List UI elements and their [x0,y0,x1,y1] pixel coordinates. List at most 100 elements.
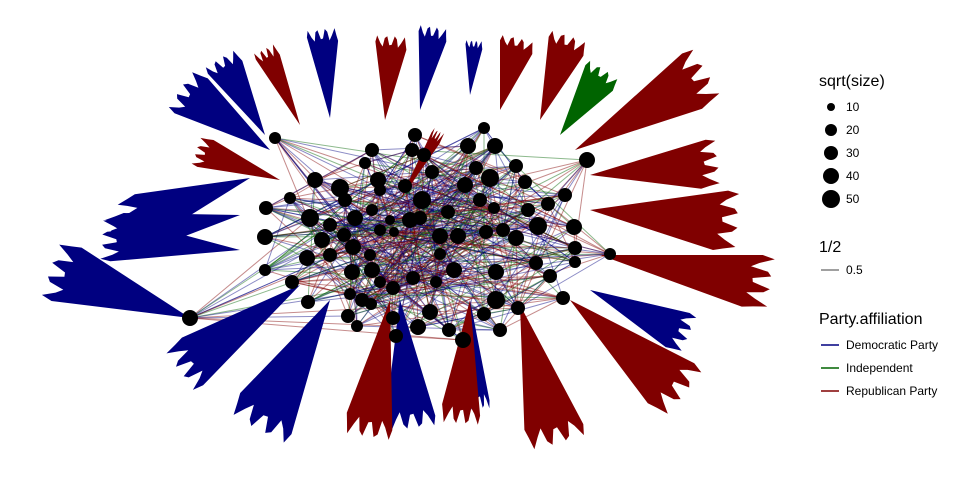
network-node-47 [417,148,431,162]
edge-11 [264,269,414,279]
edge-174 [377,179,450,331]
edge-521 [483,127,526,183]
edge-162 [344,199,358,327]
party-legend-title: Party.affiliation [819,311,922,328]
edge-168 [371,149,441,255]
network-node-63 [479,225,493,239]
network-node-59 [460,138,476,154]
edge-392 [457,235,537,264]
edge-254 [393,209,529,233]
edge-215 [371,219,391,271]
network-node-41 [405,143,419,157]
edge-92 [329,145,496,256]
edge-441 [485,165,517,233]
edge-572 [321,194,566,241]
edge-470 [289,197,495,209]
edge-72 [306,253,611,259]
edge-576 [431,171,575,228]
edge-472 [291,271,497,283]
edge-229 [370,167,477,305]
edge-310 [361,217,421,301]
edge-462 [264,145,496,271]
leaf-fan-7 [418,25,447,111]
legend: sqrt(size) 10 20 30 40 50 1/2 0.5 Party.… [819,73,938,398]
size-label-40: 40 [846,169,860,183]
edge-442 [485,177,491,233]
network-node-26 [374,184,386,196]
party-label-republican: Republican Party [846,384,937,398]
network-node-53 [441,205,455,219]
edge-217 [371,253,611,271]
edge-444 [371,177,491,271]
network-node-62 [478,122,490,134]
leaf-fan-27 [191,137,280,180]
network-node-0 [182,310,198,326]
edge-369 [447,207,495,213]
network-node-31 [364,262,380,278]
edge-230 [370,127,485,305]
edge-492 [502,165,517,231]
network-node-39 [398,179,412,193]
edge-77 [291,225,539,283]
edge-296 [414,134,519,309]
network-node-7 [301,209,319,227]
edge-284 [411,149,588,161]
edge-197 [371,149,413,211]
network-node-80 [543,269,557,283]
network-node-77 [529,256,543,270]
edge-76 [291,281,351,295]
leaf-fan-layer [41,25,775,450]
edge-273 [364,162,406,187]
edge-415 [389,167,477,221]
leaf-fan-22 [600,255,775,307]
edge-475 [371,269,497,273]
edge-257 [329,254,394,319]
edge-510 [453,269,519,309]
leaf-fan-0 [41,244,191,318]
edge-40 [274,137,537,264]
edge-127 [352,246,497,273]
network-node-12 [301,295,315,309]
edge-367 [447,211,539,227]
weight-label-0.5: 0.5 [846,263,863,277]
leaf-fan-25 [442,300,481,425]
edge-362 [371,269,437,283]
edge-214 [369,207,495,256]
edge-601 [547,159,588,205]
network-node-44 [413,211,427,225]
edge-289 [411,149,464,341]
edge-575 [423,154,575,228]
edge-87 [307,207,495,303]
edge-204 [274,137,381,231]
edge-330 [339,154,425,189]
edge-62 [321,171,433,241]
network-node-11 [285,275,299,289]
network-node-52 [430,276,442,288]
edge-516 [515,237,519,309]
edge-535 [527,209,537,264]
edge-526 [485,181,526,233]
edge-505 [502,165,517,231]
edge-537 [535,194,566,264]
edge-345 [431,171,551,277]
network-node-17 [347,210,363,226]
edge-85 [307,235,459,303]
edge-101 [339,187,576,249]
network-node-58 [457,177,473,193]
party-legend: Party.affiliation Democratic Party Indep… [819,311,938,398]
edge-450 [464,184,485,315]
edge-596 [371,159,588,211]
edge-480 [447,211,497,301]
network-node-51 [434,248,446,260]
edge-304 [421,199,575,228]
edge-592 [370,261,576,305]
edge-60 [264,224,331,271]
edge-426 [392,199,481,289]
edge-12 [264,167,477,271]
edge-186 [291,189,381,283]
edge-409 [412,145,469,279]
edge-315 [412,165,517,279]
network-node-14 [331,179,349,197]
leaf-fan-21 [590,190,740,250]
edge-193 [307,162,366,303]
